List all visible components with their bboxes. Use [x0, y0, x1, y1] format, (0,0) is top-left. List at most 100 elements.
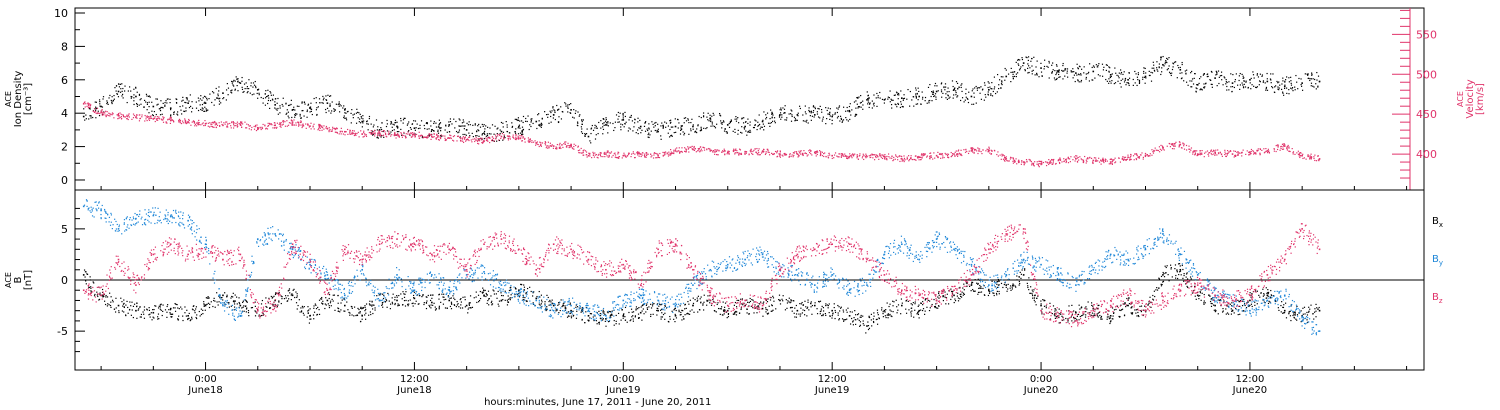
- ion-density-sample: [1315, 83, 1317, 85]
- velocity-sample: [355, 134, 357, 137]
- ion-density-sample: [1310, 78, 1313, 80]
- velocity-sample: [1108, 163, 1110, 165]
- bx-sample: [271, 297, 273, 299]
- bx-sample: [459, 307, 462, 309]
- ion-density-sample: [506, 124, 508, 126]
- bx-sample: [358, 312, 360, 314]
- ion-density-sample: [720, 122, 722, 124]
- velocity-sample: [695, 151, 697, 153]
- ion-density-sample: [688, 121, 690, 124]
- ion-density-sample: [1156, 67, 1158, 69]
- velocity-sample: [1227, 152, 1229, 154]
- velocity-sample: [1087, 158, 1089, 160]
- velocity-sample: [637, 151, 639, 153]
- ion-density-sample: [1200, 88, 1203, 90]
- velocity-sample: [1065, 159, 1067, 161]
- ion-density-sample: [1171, 72, 1173, 74]
- velocity-sample: [713, 150, 715, 152]
- bx-sample: [272, 303, 274, 305]
- velocity-sample: [246, 123, 248, 125]
- velocity-sample: [640, 155, 642, 158]
- velocity-sample: [652, 157, 655, 159]
- ion-density-sample: [521, 130, 523, 132]
- ion-density-sample: [249, 92, 251, 94]
- bx-sample: [386, 300, 388, 302]
- velocity-sample: [1224, 153, 1226, 156]
- velocity-sample: [793, 154, 795, 156]
- ion-density-sample: [1122, 78, 1124, 80]
- velocity-sample: [738, 152, 740, 154]
- ion-density-sample: [1157, 70, 1159, 72]
- bx-sample: [224, 292, 226, 294]
- velocity-sample: [791, 154, 793, 156]
- bx-sample: [139, 316, 141, 318]
- velocity-sample: [197, 124, 200, 126]
- velocity-sample: [341, 130, 343, 132]
- ion-density-sample: [1175, 61, 1177, 63]
- ion-density-point: [988, 89, 990, 91]
- velocity-sample: [836, 155, 838, 157]
- ion-density-sample: [1109, 76, 1112, 79]
- velocity-sample: [466, 138, 469, 140]
- velocity-sample: [1267, 148, 1269, 150]
- bx-sample: [94, 293, 96, 296]
- bx-sample: [313, 305, 315, 307]
- velocity-sample: [921, 156, 923, 158]
- velocity-sample: [397, 133, 399, 135]
- ion-density-sample: [288, 117, 290, 119]
- velocity-sample: [1002, 154, 1004, 156]
- velocity-sample: [776, 156, 778, 158]
- velocity-sample: [1048, 163, 1050, 166]
- ion-density-sample: [1181, 72, 1183, 74]
- ion-density-sample: [603, 122, 605, 124]
- velocity-sample: [211, 123, 213, 125]
- velocity-sample: [608, 152, 610, 154]
- ion-density-sample: [206, 99, 208, 101]
- bx-sample: [402, 291, 404, 293]
- velocity-sample: [148, 119, 151, 121]
- ion-density-sample: [521, 120, 523, 122]
- velocity-sample: [127, 118, 129, 121]
- ion-density-sample: [1177, 64, 1179, 67]
- velocity-sample: [423, 136, 425, 138]
- velocity-sample: [113, 117, 115, 119]
- velocity-sample: [900, 158, 902, 160]
- ion-density-sample: [414, 129, 416, 131]
- ion-density-sample: [890, 103, 893, 106]
- bx-sample: [207, 296, 209, 298]
- bx-sample: [372, 312, 374, 315]
- velocity-sample: [779, 154, 781, 156]
- ion-density-sample: [829, 112, 831, 114]
- bx-point: [291, 294, 294, 297]
- velocity-sample: [571, 147, 573, 149]
- ion-density-point: [831, 115, 833, 118]
- ion-density-sample: [928, 102, 930, 104]
- ion-density-sample: [774, 120, 776, 122]
- ion-density-sample: [502, 122, 504, 124]
- bx-sample: [341, 299, 343, 301]
- ion-density-sample: [1066, 70, 1068, 72]
- ion-density-sample: [143, 106, 145, 108]
- ion-density-sample: [754, 119, 756, 121]
- ion-density-sample: [1105, 64, 1108, 66]
- ion-density-point: [448, 124, 451, 126]
- velocity-sample: [478, 138, 480, 140]
- ion-density-sample: [435, 122, 437, 124]
- ion-density-sample: [363, 120, 365, 122]
- velocity-sample: [644, 153, 646, 155]
- ion-density-sample: [621, 124, 624, 126]
- ion-density-sample: [797, 115, 799, 117]
- legend-Bz: Bz: [1432, 292, 1443, 305]
- ion-density-sample: [252, 82, 255, 84]
- bx-sample: [322, 300, 324, 302]
- velocity-sample: [762, 151, 765, 153]
- velocity-sample: [1065, 158, 1067, 160]
- velocity-sample: [920, 154, 923, 156]
- ion-density-sample: [286, 109, 288, 111]
- velocity-sample: [450, 137, 452, 139]
- ion-density-sample: [656, 129, 658, 132]
- ion-density-sample: [300, 117, 303, 119]
- ion-density-sample: [537, 114, 539, 116]
- bx-sample: [191, 308, 194, 310]
- bx-sample: [485, 292, 487, 295]
